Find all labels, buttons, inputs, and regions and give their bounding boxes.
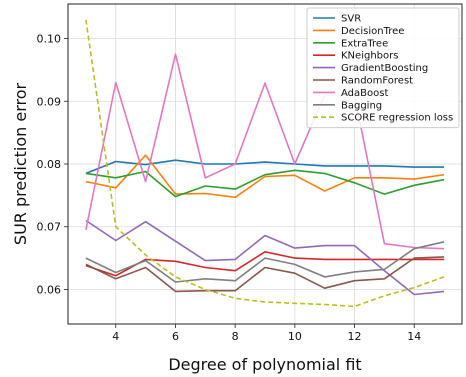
legend-box xyxy=(306,7,460,129)
series-line-adaboost xyxy=(85,53,445,250)
series-line-decisiontree xyxy=(85,154,445,199)
x-tick-label: 6 xyxy=(172,330,179,343)
x-tick-label: 8 xyxy=(232,330,239,343)
legend-label: ExtraTree xyxy=(341,38,388,49)
y-axis-title: SUR prediction error xyxy=(11,83,30,246)
series-line-svr xyxy=(85,159,445,175)
legend-label: AdaBoost xyxy=(341,88,388,99)
legend-label: SVR xyxy=(341,14,361,25)
x-tick-label: 14 xyxy=(407,330,421,343)
legend-label: SCORE regression loss xyxy=(341,113,453,124)
legend-label: GradientBoosting xyxy=(341,63,428,74)
y-tick-label: 0.07 xyxy=(37,221,62,234)
x-tick-label: 10 xyxy=(288,330,302,343)
y-tick-label: 0.09 xyxy=(37,95,62,108)
axis-ticks: 4 6 8 10 12 14 0.06 0.07 0.08 0.09 0.10 xyxy=(37,33,422,343)
legend-label: Bagging xyxy=(341,100,382,111)
x-axis-title: Degree of polynomial fit xyxy=(168,355,361,374)
series-line-bagging xyxy=(85,241,445,283)
legend-label: RandomForest xyxy=(341,76,413,87)
series-lines xyxy=(85,19,445,308)
y-tick-label: 0.10 xyxy=(37,33,62,46)
series-line-randomforest xyxy=(85,256,445,293)
y-tick-label: 0.08 xyxy=(37,158,62,171)
y-tick-label: 0.06 xyxy=(37,283,62,296)
series-line-kneighbors xyxy=(85,251,445,277)
series-line-extratree xyxy=(85,169,445,198)
legend-label: KNeighbors xyxy=(341,51,398,62)
legend-label: DecisionTree xyxy=(341,26,404,37)
x-tick-label: 4 xyxy=(112,330,119,343)
series-line-score-regression-loss xyxy=(85,19,445,308)
series-line-gradientboosting xyxy=(85,219,445,296)
x-tick-label: 12 xyxy=(348,330,362,343)
